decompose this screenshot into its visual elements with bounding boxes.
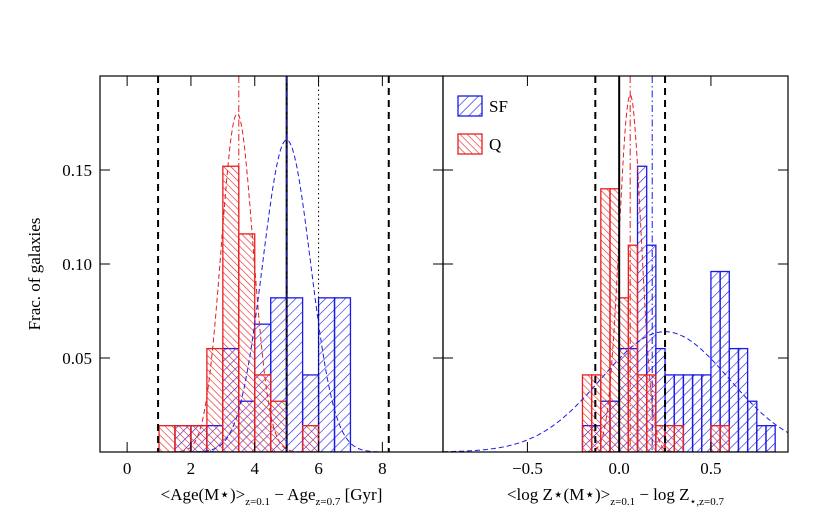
x-label-text: − Age (270, 485, 315, 504)
x-tick-label: 0 (123, 459, 132, 478)
histogram-bar (701, 374, 712, 452)
fit-curve (100, 112, 443, 452)
x-label-text: <log Z⋆(M⋆)> (507, 485, 610, 504)
x-tick-label: 8 (378, 459, 387, 478)
fit-curve (443, 331, 788, 452)
x-axis-label: <log Z⋆(M⋆)>z=0.1 − log Z⋆,z=0.7 (507, 485, 725, 508)
x-tick-label: 6 (314, 459, 323, 478)
x-label-subscript: z=0.1 (245, 496, 270, 508)
histogram-bar (719, 425, 730, 452)
x-label-text: [Gyr] (340, 485, 382, 504)
histogram-bar (206, 347, 224, 452)
histogram-bar (728, 347, 740, 452)
x-label-text: <Age(M⋆)> (161, 485, 246, 504)
histogram-bar (691, 374, 703, 452)
plot-area (100, 76, 443, 452)
x-tick-label: 0.5 (700, 459, 721, 478)
histogram-bar (222, 165, 240, 452)
histogram-bar (190, 425, 208, 452)
plot-area (443, 76, 788, 452)
x-axis-label: <Age(M⋆)>z=0.1 − Agez=0.7 [Gyr] (161, 485, 383, 508)
histogram-bar (636, 374, 648, 452)
histogram-bar (618, 297, 629, 452)
histogram-bar (756, 425, 767, 452)
x-tick-label: −0.5 (512, 459, 543, 478)
y-tick-label: 0.10 (62, 255, 92, 274)
histogram-bar (664, 425, 675, 452)
y-axis-label: Frac. of galaxies (25, 218, 44, 331)
histogram-bar (765, 425, 776, 452)
x-tick-label: 2 (187, 459, 196, 478)
histogram-bar (254, 374, 272, 452)
histogram-bar (174, 425, 192, 452)
legend-label: Q (489, 135, 501, 154)
histogram-bar (746, 400, 758, 452)
x-label-subscript: ⋆,z=0.7 (690, 496, 725, 508)
histogram-bar (600, 188, 611, 452)
histogram-bar (581, 374, 593, 452)
histogram-bar (710, 270, 721, 452)
x-tick-label: 4 (250, 459, 259, 478)
histogram-bar (737, 347, 749, 452)
x-label-subscript: z=0.1 (610, 496, 635, 508)
histogram-bar (627, 244, 639, 452)
histogram-bar (719, 270, 730, 452)
histogram-bar (646, 374, 657, 452)
histogram-bar (158, 425, 176, 452)
x-label-subscript: z=0.7 (316, 496, 341, 508)
histogram-bar (238, 233, 256, 452)
x-label-text: − log Z (635, 485, 689, 504)
y-tick-label: 0.15 (62, 161, 92, 180)
histogram-bar (286, 297, 304, 452)
y-tick-label: 0.05 (62, 349, 92, 368)
histogram-bar (301, 425, 320, 452)
legend-label: SF (489, 97, 508, 116)
legend-swatch (457, 95, 483, 117)
legend-swatch (457, 133, 483, 155)
histogram-bar (673, 425, 685, 452)
fit-curve (443, 94, 788, 452)
histogram-bar (317, 297, 336, 452)
histogram-bar (333, 297, 352, 452)
x-tick-label: 0.0 (609, 459, 630, 478)
histogram-bar (682, 374, 694, 452)
histogram-bar (710, 425, 721, 452)
